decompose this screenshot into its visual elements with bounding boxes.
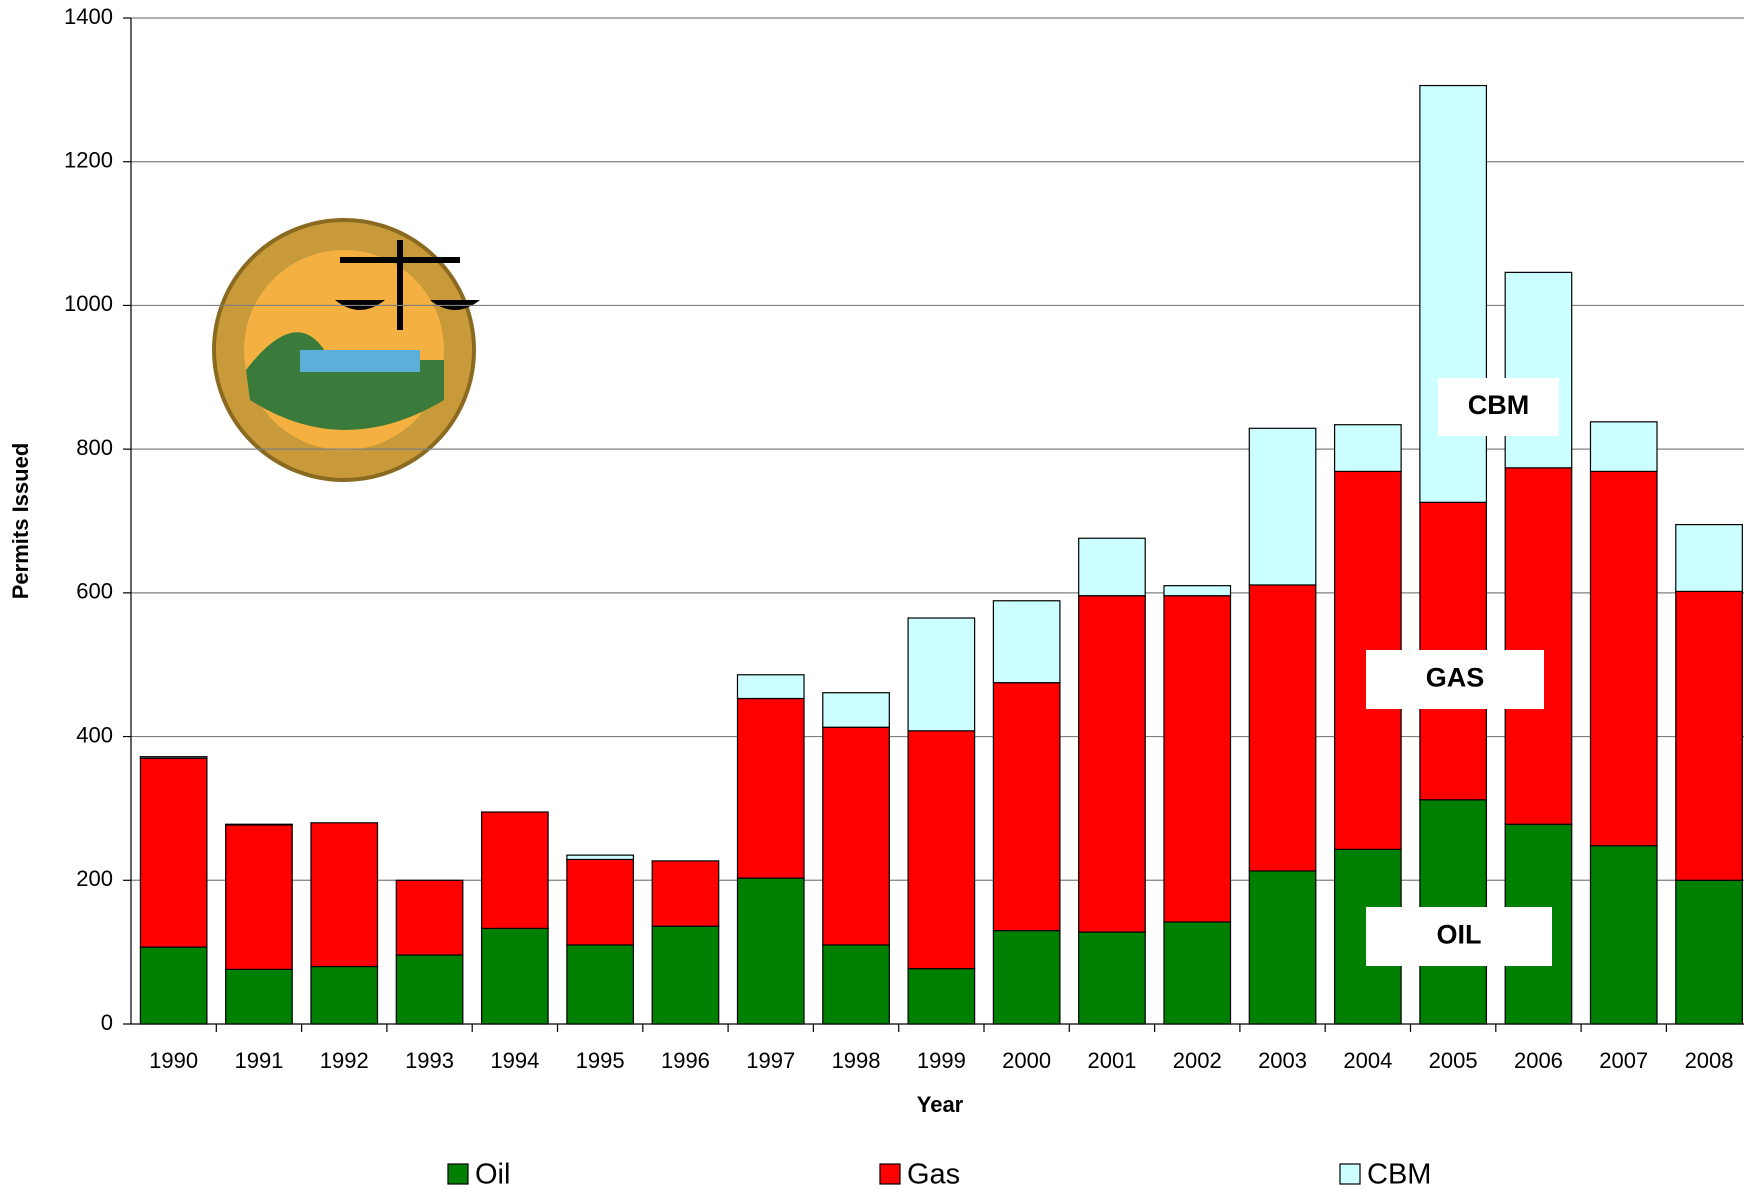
bar-segment <box>1589 470 1658 847</box>
bar-segment <box>1078 595 1146 933</box>
y-axis-title: Permits Issued <box>8 443 33 600</box>
annotation: GAS <box>1426 663 1485 693</box>
legend-label: CBM <box>1367 1159 1431 1191</box>
bar-segment <box>1248 870 1317 1025</box>
bar-segment <box>907 730 976 970</box>
y-tick-label: 0 <box>101 1010 113 1035</box>
bar-segment <box>310 822 379 968</box>
x-tick-label: 1991 <box>234 1048 283 1073</box>
x-tick-label: 2003 <box>1258 1048 1307 1073</box>
bar-segment <box>139 756 208 759</box>
annotation-box <box>1366 650 1544 709</box>
bar-segment <box>1333 424 1402 473</box>
bar-segment <box>139 946 208 1025</box>
x-tick-label: 1994 <box>490 1048 539 1073</box>
annotation-box <box>1438 378 1559 436</box>
bar-segment <box>822 692 890 728</box>
bar-segment <box>1078 931 1146 1025</box>
bar-segment <box>1675 590 1743 881</box>
x-tick-label: 2006 <box>1514 1048 1563 1073</box>
bar-segment <box>480 927 549 1025</box>
bar-segment <box>1589 845 1658 1025</box>
x-tick-label: 2004 <box>1343 1048 1392 1073</box>
legend-swatch <box>447 1163 469 1185</box>
legend-swatch <box>879 1163 901 1185</box>
bar-segment <box>139 757 208 948</box>
legend-swatch <box>1339 1163 1361 1185</box>
x-tick-label: 2000 <box>1002 1048 1051 1073</box>
bar-segment <box>651 860 720 927</box>
x-tick-label: 2007 <box>1599 1048 1648 1073</box>
x-tick-label: 1999 <box>917 1048 966 1073</box>
bar-segment <box>1589 421 1658 473</box>
x-tick-label: 1998 <box>832 1048 881 1073</box>
y-tick-label: 1200 <box>64 148 113 173</box>
legend-label: Oil <box>475 1159 510 1191</box>
x-axis-title: Year <box>917 1092 964 1117</box>
annotation: OIL <box>1437 920 1482 950</box>
x-tick-label: 2002 <box>1173 1048 1222 1073</box>
bar-segment <box>395 879 464 956</box>
bar-segment <box>907 617 976 732</box>
bar-segment <box>310 965 379 1025</box>
bar-segment <box>1504 467 1573 825</box>
y-tick-label: 800 <box>76 435 113 460</box>
legend-label: Gas <box>907 1159 960 1191</box>
bar-segment <box>566 858 635 946</box>
bar-segment <box>566 944 635 1025</box>
y-tick-label: 1400 <box>64 4 113 29</box>
bar-segment <box>1163 585 1232 597</box>
bar-segment <box>1163 595 1232 923</box>
bar-segment <box>822 726 890 946</box>
bar-segment <box>1419 84 1488 503</box>
state-seal <box>212 218 480 482</box>
y-tick-label: 200 <box>76 866 113 891</box>
bar-segment <box>1675 879 1743 1025</box>
bar-segment <box>225 968 293 1025</box>
bar-segment <box>395 954 464 1025</box>
x-tick-label: 1993 <box>405 1048 454 1073</box>
x-tick-label: 1990 <box>149 1048 198 1073</box>
annotation-box <box>1366 907 1552 966</box>
bar-segment <box>992 682 1061 932</box>
x-tick-label: 2008 <box>1685 1048 1734 1073</box>
bar-segment <box>992 600 1061 684</box>
annotation: CBM <box>1468 390 1530 420</box>
y-tick-label: 400 <box>76 722 113 747</box>
bar-segment <box>992 929 1061 1025</box>
bar-segment <box>1248 427 1317 586</box>
bar-segment <box>1163 921 1232 1025</box>
bar-segment <box>736 877 805 1025</box>
bar-segment <box>1504 271 1573 469</box>
x-tick-label: 2005 <box>1429 1048 1478 1073</box>
x-tick-label: 1992 <box>320 1048 369 1073</box>
bar-segment <box>736 674 805 700</box>
x-tick-label: 1996 <box>661 1048 710 1073</box>
y-tick-label: 1000 <box>64 291 113 316</box>
bar-segment <box>1248 584 1317 872</box>
y-tick-label: 600 <box>76 579 113 604</box>
bar-segment <box>1078 537 1146 597</box>
bar-segment <box>1675 523 1743 593</box>
bar-segment <box>907 968 976 1025</box>
bar-segment <box>651 925 720 1025</box>
bar-segment <box>480 811 549 930</box>
x-tick-label: 1997 <box>746 1048 795 1073</box>
bar-segment <box>822 944 890 1025</box>
bar-segment <box>225 824 293 970</box>
bar-segment <box>566 854 635 861</box>
x-tick-label: 1995 <box>576 1048 625 1073</box>
bar-segment <box>225 823 293 826</box>
bar-segment <box>736 697 805 879</box>
x-tick-label: 2001 <box>1087 1048 1136 1073</box>
